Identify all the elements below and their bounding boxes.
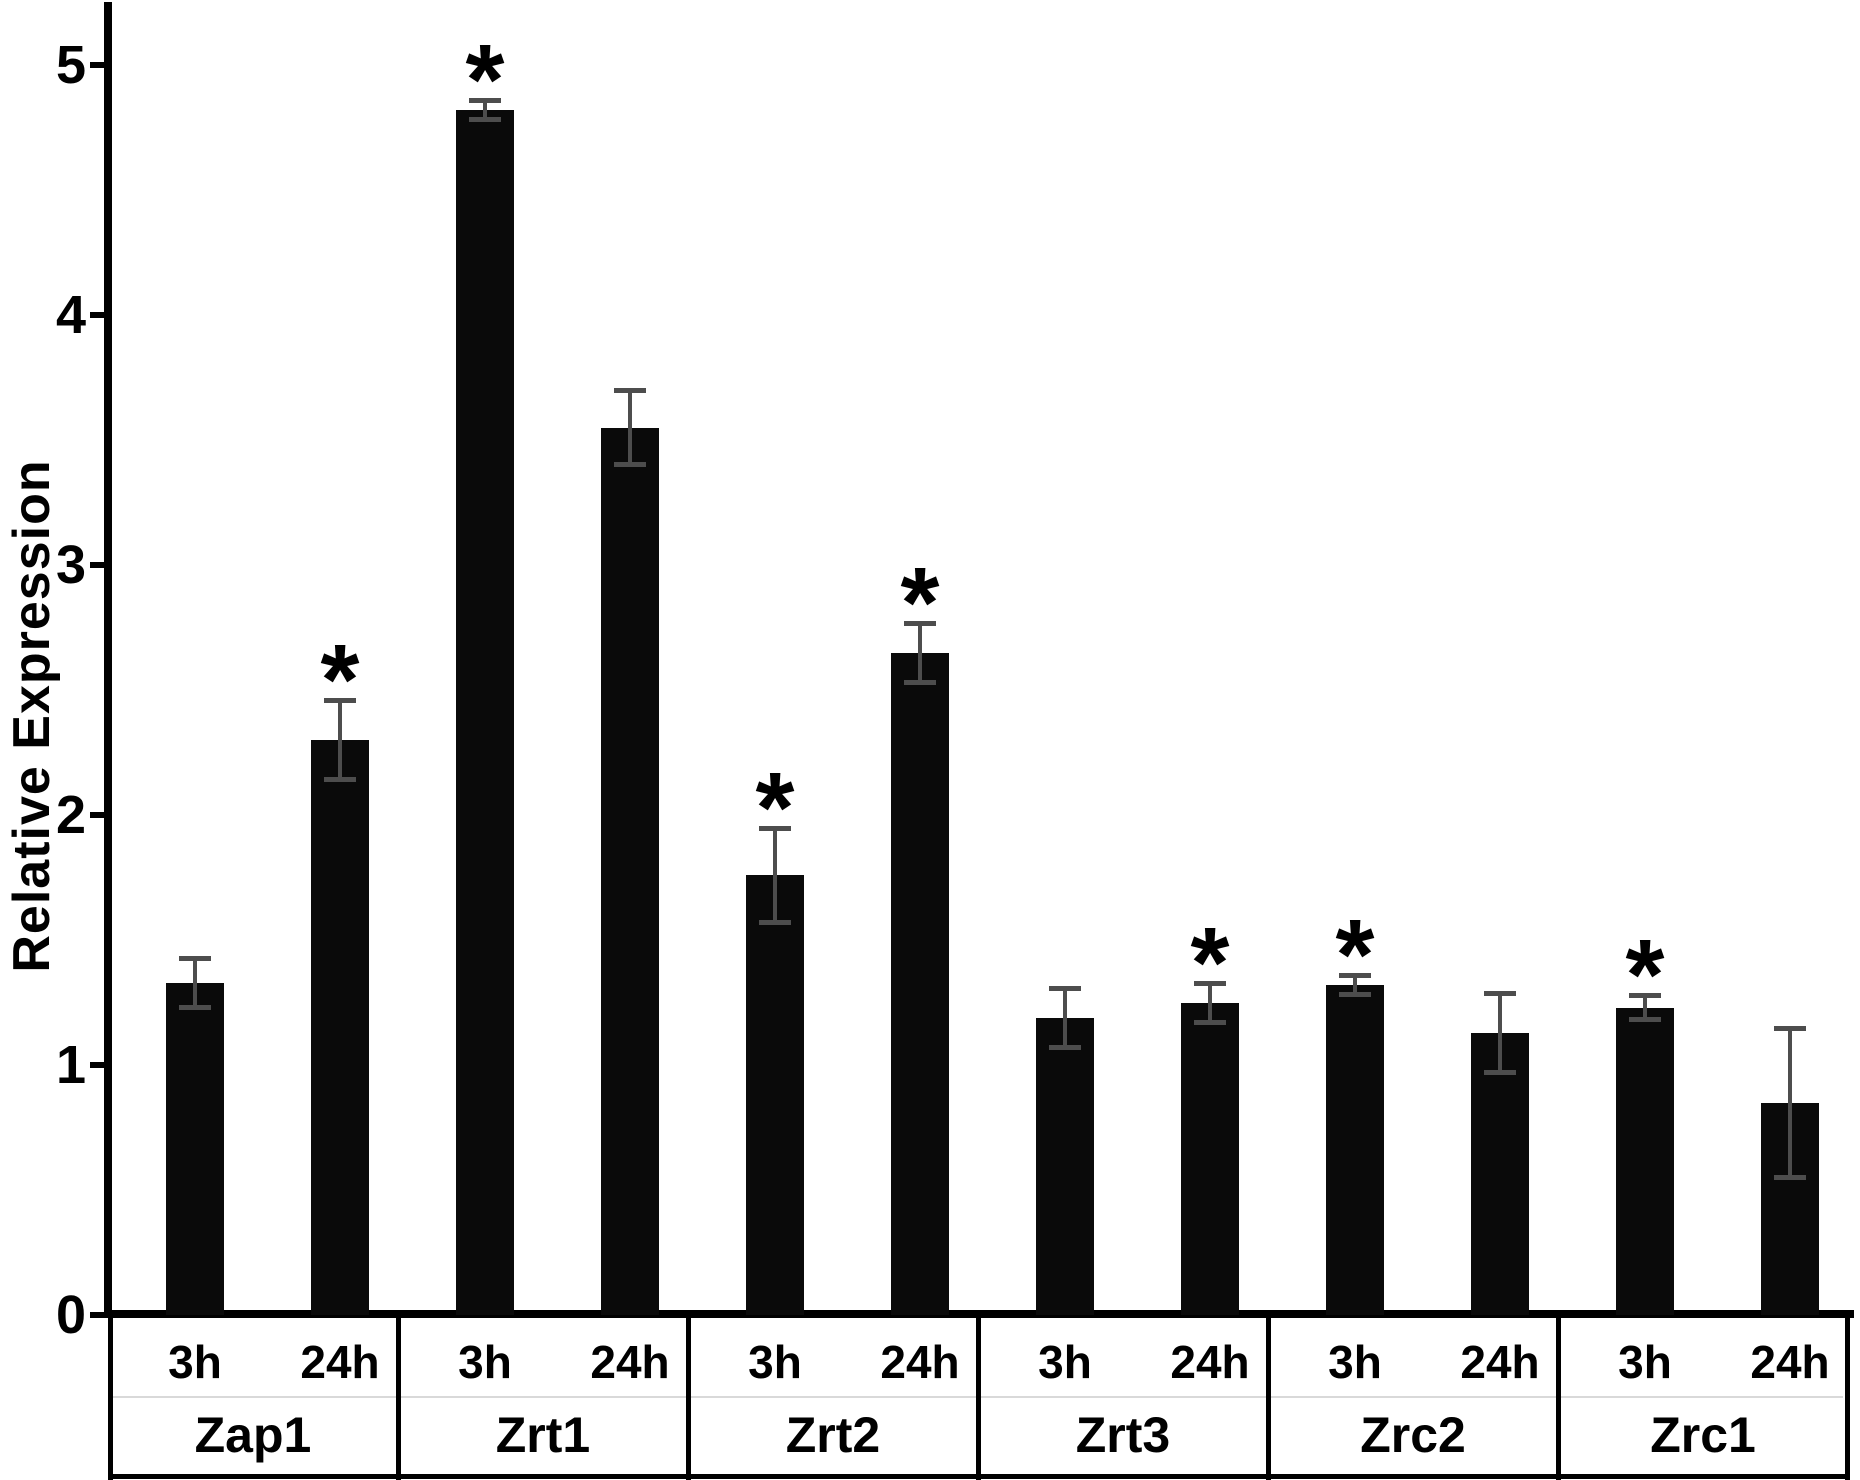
ytick-mark [90, 1062, 104, 1068]
time-label-3h: 3h [1038, 1336, 1092, 1388]
error-bar-whisker [918, 622, 922, 683]
error-bar-whisker [483, 100, 487, 120]
error-bar-cap-top [179, 955, 211, 961]
error-bar-cap-bottom [324, 777, 356, 782]
error-bar-cap-top [469, 98, 501, 103]
time-label-24h: 24h [1750, 1336, 1830, 1388]
ytick-label: 0 [55, 1285, 86, 1345]
error-bar-cap-bottom [1049, 1044, 1081, 1050]
time-label-3h: 3h [748, 1336, 802, 1388]
bar-zrt3-24h [1181, 1002, 1239, 1315]
error-bar-cap-top [1194, 980, 1226, 986]
error-bar-whisker [1063, 987, 1067, 1048]
error-bar-whisker [628, 390, 632, 465]
bar-zrc1-3h [1616, 1007, 1674, 1315]
error-bar-whisker [773, 827, 777, 923]
group-box-divider [1556, 1318, 1561, 1480]
time-label-3h: 3h [1618, 1336, 1672, 1388]
error-bar-cap-top [1629, 993, 1661, 998]
gene-label-zrt1: Zrt1 [495, 1407, 591, 1463]
error-bar-whisker [338, 700, 342, 780]
gene-label-zrt3: Zrt3 [1075, 1407, 1171, 1463]
table-left-border [108, 1318, 113, 1480]
error-bar-cap-top [904, 620, 936, 626]
ytick-label: 4 [55, 285, 86, 345]
bar-zrt3-3h [1036, 1017, 1094, 1315]
ytick-mark [90, 62, 104, 68]
error-bar-cap-bottom [1339, 992, 1371, 997]
error-bar-cap-top [1484, 990, 1516, 996]
error-bar-cap-bottom [179, 1004, 211, 1010]
error-bar-cap-top [614, 388, 646, 393]
ytick-label: 1 [55, 1035, 86, 1095]
error-bar-cap-top [759, 825, 791, 831]
gene-label-zrt2: Zrt2 [785, 1407, 881, 1463]
error-bar-cap-bottom [1484, 1069, 1516, 1075]
y-axis-title: Relative Expression [3, 459, 61, 973]
significance-asterisk: * [1625, 919, 1665, 1031]
bar-zrt2-24h [891, 652, 949, 1315]
group-box-divider [976, 1318, 981, 1480]
y-axis-line [104, 2, 112, 1318]
ytick-mark [90, 812, 104, 818]
group-box-divider [1266, 1318, 1271, 1480]
table-right-border [1845, 1318, 1850, 1480]
gene-label-zrc1: Zrc1 [1650, 1407, 1756, 1463]
significance-asterisk: * [1190, 906, 1230, 1019]
error-bar-cap-top [1774, 1025, 1806, 1031]
significance-asterisk: * [900, 546, 940, 659]
ytick-mark [90, 562, 104, 568]
error-bar-whisker [1208, 982, 1212, 1023]
error-bar-whisker [1643, 995, 1647, 1020]
time-label-24h: 24h [1170, 1336, 1250, 1388]
error-bar-cap-bottom [1194, 1019, 1226, 1025]
error-bar-cap-top [1049, 985, 1081, 991]
ytick-mark [90, 1312, 104, 1318]
error-bar-whisker [1353, 975, 1357, 995]
bar-zrc2-3h [1326, 985, 1384, 1315]
bar-zap1-3h [166, 982, 224, 1315]
significance-asterisk: * [1335, 899, 1375, 1011]
bar-zrc2-24h [1471, 1032, 1529, 1315]
group-box-divider [396, 1318, 401, 1480]
significance-asterisk: * [465, 24, 505, 136]
significance-asterisk: * [320, 624, 360, 736]
group-box-divider [686, 1318, 691, 1480]
error-bar-cap-bottom [614, 462, 646, 467]
ytick-mark [90, 312, 104, 318]
ytick-label: 2 [55, 785, 86, 845]
error-bar-whisker [1498, 992, 1502, 1073]
ytick-label: 3 [55, 535, 86, 595]
error-bar-cap-top [1339, 973, 1371, 978]
time-label-24h: 24h [590, 1336, 670, 1388]
bar-zrt2-3h [746, 875, 804, 1315]
error-bar-whisker [1788, 1027, 1792, 1178]
gene-label-zrc2: Zrc2 [1360, 1407, 1466, 1463]
gene-label-zap1: Zap1 [194, 1407, 312, 1463]
time-label-24h: 24h [300, 1336, 380, 1388]
error-bar-cap-bottom [1774, 1174, 1806, 1180]
time-label-24h: 24h [1460, 1336, 1540, 1388]
error-bar-cap-bottom [904, 679, 936, 685]
error-bar-cap-bottom [759, 919, 791, 925]
error-bar-cap-top [324, 698, 356, 703]
x-axis-line [104, 1310, 1854, 1318]
time-label-3h: 3h [458, 1336, 512, 1388]
bar-zrt1-3h [456, 110, 514, 1315]
ytick-label: 5 [55, 35, 86, 95]
error-bar-whisker [193, 957, 197, 1008]
time-label-3h: 3h [168, 1336, 222, 1388]
time-label-24h: 24h [880, 1336, 960, 1388]
error-bar-cap-bottom [469, 117, 501, 122]
bar-zrt1-24h [601, 427, 659, 1315]
time-label-3h: 3h [1328, 1336, 1382, 1388]
significance-asterisk: * [755, 751, 795, 864]
error-bar-cap-bottom [1629, 1017, 1661, 1022]
bar-zap1-24h [311, 740, 369, 1315]
